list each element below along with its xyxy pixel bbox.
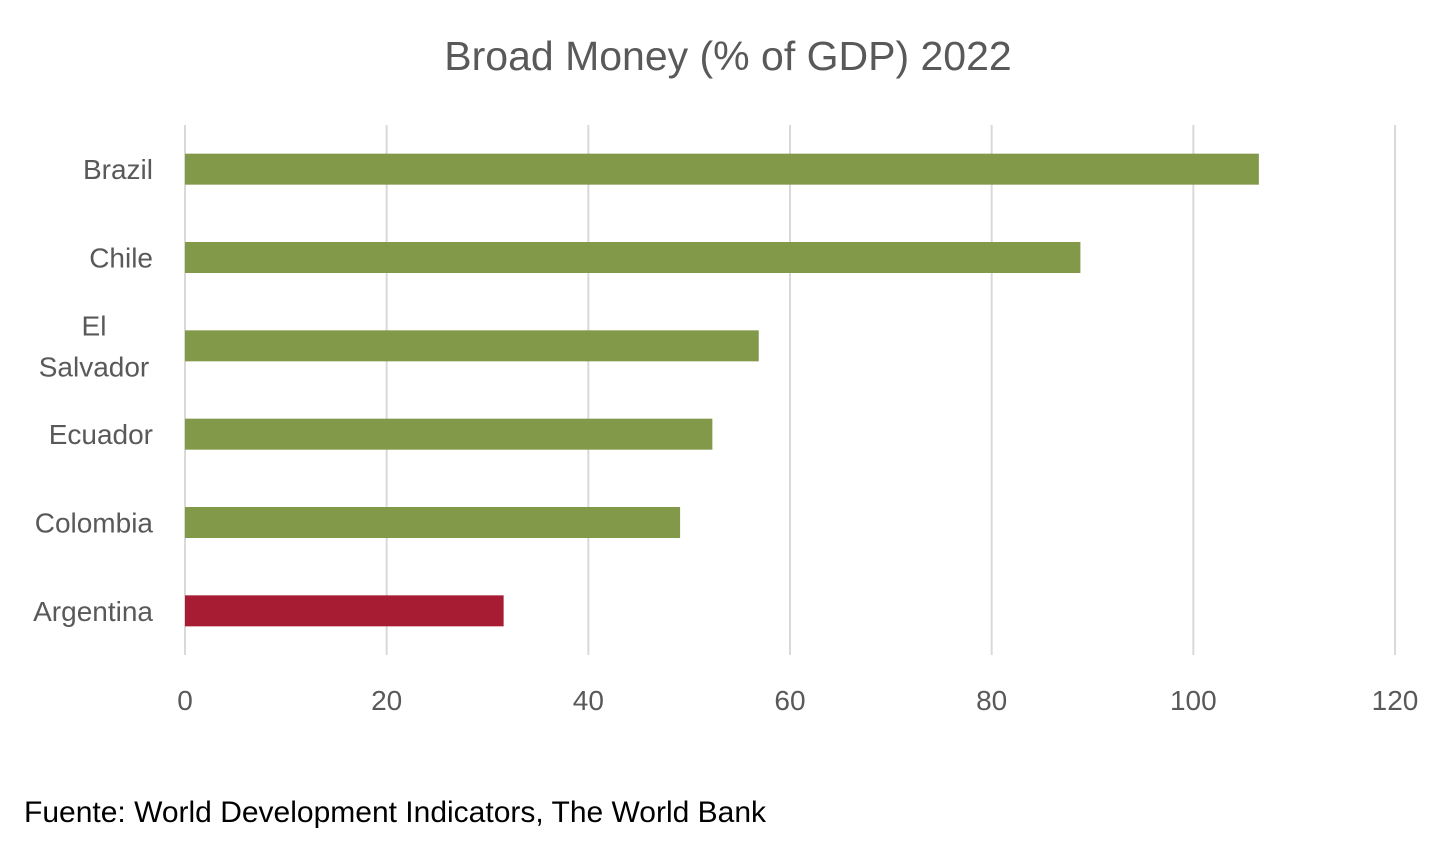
bar-chart: Broad Money (% of GDP) 2022 Brazil Chile E… — [33, 33, 1418, 716]
category-label: Ecuador — [49, 419, 153, 450]
x-tick-label: 80 — [976, 685, 1007, 716]
category-label: El Salvador — [39, 310, 150, 382]
x-tick-label: 0 — [177, 685, 193, 716]
bar-argentina — [185, 595, 504, 627]
bars — [185, 153, 1259, 627]
x-tick-label: 40 — [573, 685, 604, 716]
source-note: Fuente: World Development Indicators, Th… — [24, 796, 767, 829]
x-tick-label: 120 — [1372, 685, 1419, 716]
x-tick-label: 20 — [371, 685, 402, 716]
category-label: Brazil — [83, 154, 153, 185]
bar-el-salvador — [185, 330, 759, 362]
bar-brazil — [185, 153, 1259, 185]
category-label: Colombia — [35, 508, 154, 539]
category-label: Chile — [89, 243, 153, 274]
bar-colombia — [185, 507, 681, 538]
gridlines — [184, 125, 1396, 655]
x-tick-label: 60 — [774, 685, 805, 716]
chart-title: Broad Money (% of GDP) 2022 — [444, 33, 1011, 79]
category-label: Argentina — [33, 596, 153, 627]
bar-chile — [185, 242, 1081, 273]
category-labels: Brazil Chile El Salvador Ecuador Colombia Arge… — [33, 154, 153, 627]
x-tick-label: 100 — [1170, 685, 1217, 716]
bar-ecuador — [185, 418, 713, 450]
x-tick-labels: 0 20 40 60 80 100 120 — [177, 685, 1418, 716]
